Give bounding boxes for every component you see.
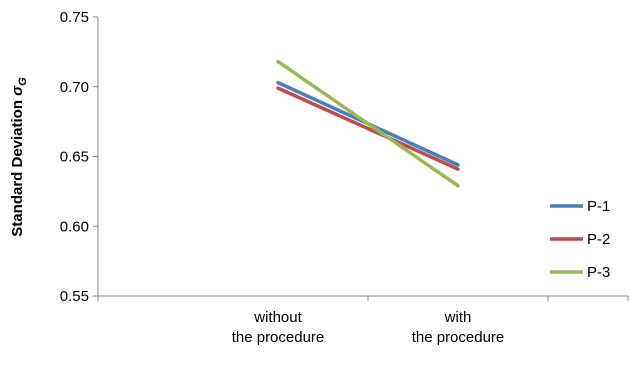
series-lines xyxy=(276,59,460,188)
series-line-p-3 xyxy=(276,59,460,188)
series-line-p-2 xyxy=(276,86,460,171)
x-category-label: the procedure xyxy=(412,329,505,346)
y-ticks: 0.55 0.60 0.65 0.70 0.75 xyxy=(60,9,98,305)
y-tick-label: 0.75 xyxy=(60,9,89,26)
y-tick-label: 0.60 xyxy=(60,218,89,235)
axes xyxy=(97,17,628,297)
x-category-label: without xyxy=(253,309,302,326)
legend-label-p-1: P-1 xyxy=(587,198,610,215)
y-tick-label: 0.70 xyxy=(60,79,89,96)
x-category-label: with xyxy=(444,309,472,326)
x-categories: without the procedure with the procedure xyxy=(97,296,629,346)
legend-label-p-2: P-2 xyxy=(587,231,610,248)
y-tick-label: 0.65 xyxy=(60,149,89,166)
y-tick-label: 0.55 xyxy=(60,288,89,305)
x-category-label: the procedure xyxy=(232,329,325,346)
y-axis-label: Standard Deviation σG xyxy=(9,77,29,237)
legend-label-p-3: P-3 xyxy=(587,264,610,281)
legend: P-1 P-2 P-3 xyxy=(550,198,610,281)
